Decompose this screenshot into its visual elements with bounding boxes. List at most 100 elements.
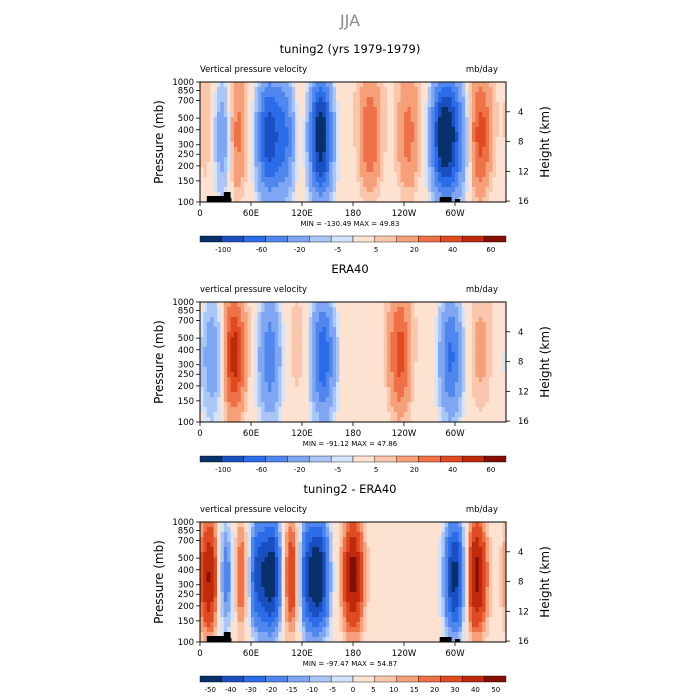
heatmap-cell: [251, 382, 255, 388]
heatmap-cell: [278, 347, 282, 353]
heatmap-cell: [468, 352, 473, 358]
heatmap-cell: [271, 162, 276, 168]
heatmap-cell: [438, 87, 442, 93]
heatmap-cell: [227, 607, 231, 613]
heatmap-cell: [431, 122, 435, 128]
heatmap-cell: [421, 337, 425, 343]
heatmap-cell: [448, 332, 452, 338]
heatmap-cell: [271, 302, 276, 308]
heatmap-cell: [240, 147, 245, 153]
heatmap-cell: [349, 82, 354, 88]
heatmap-cell: [234, 377, 238, 383]
heatmap-cell: [414, 132, 418, 138]
heatmap-cell: [305, 397, 310, 403]
heatmap-cell: [206, 407, 211, 413]
heatmap-cell: [363, 397, 367, 403]
heatmap-cell: [455, 92, 459, 98]
heatmap-cell: [458, 132, 463, 138]
heatmap-cell: [495, 197, 500, 203]
heatmap-cell: [247, 627, 252, 633]
heatmap-cell: [455, 377, 459, 383]
heatmap-cell: [342, 97, 347, 103]
heatmap-cell: [291, 87, 296, 93]
heatmap-cell: [213, 412, 218, 418]
heatmap-cell: [353, 327, 357, 333]
heatmap-cell: [421, 377, 425, 383]
heatmap-cell: [455, 367, 459, 373]
heatmap-cell: [370, 152, 374, 158]
heatmap-cell: [387, 342, 391, 348]
heatmap-cell: [206, 562, 211, 568]
heatmap-cell: [472, 332, 476, 338]
heatmap-cell: [373, 322, 378, 328]
heatmap-cell: [271, 562, 276, 568]
heatmap-cell: [230, 397, 235, 403]
heatmap-cell: [291, 377, 296, 383]
heatmap-cell: [261, 357, 265, 363]
heatmap-cell: [387, 122, 391, 128]
heatmap-cell: [397, 102, 401, 108]
heatmap-cell: [468, 167, 473, 173]
heatmap-cell: [353, 312, 357, 318]
heatmap-cell: [230, 137, 235, 143]
heatmap-cell: [285, 412, 289, 418]
heatmap-cell: [434, 307, 439, 313]
heatmap-cell: [451, 152, 456, 158]
heatmap-cell: [308, 142, 313, 148]
heatmap-cell: [261, 307, 265, 313]
heatmap-cell: [264, 197, 269, 203]
heatmap-cell: [302, 397, 306, 403]
heatmap-cell: [244, 632, 248, 638]
heatmap-cell: [244, 407, 248, 413]
heatmap-cell: [441, 112, 446, 118]
heatmap-cell: [234, 567, 238, 573]
heatmap-cell: [410, 137, 415, 143]
heatmap-cell: [271, 567, 276, 573]
heatmap-cell: [281, 307, 286, 313]
heatmap-cell: [319, 342, 323, 348]
heatmap-cell: [380, 187, 384, 193]
heatmap-cell: [325, 382, 330, 388]
heatmap-cell: [404, 362, 408, 368]
heatmap-cell: [257, 187, 262, 193]
heatmap-cell: [383, 167, 388, 173]
heatmap-cell: [380, 342, 384, 348]
heatmap-cell: [383, 182, 388, 188]
heatmap-cell: [281, 107, 286, 113]
heatmap-cell: [308, 97, 313, 103]
heatmap-cell: [200, 327, 204, 333]
heatmap-cell: [251, 607, 255, 613]
heatmap-cell: [257, 417, 262, 423]
heatmap-cell: [227, 172, 231, 178]
heatmap-cell: [278, 357, 282, 363]
heatmap-cell: [414, 92, 418, 98]
heatmap-cell: [220, 327, 225, 333]
heatmap-cell: [329, 347, 333, 353]
heatmap-cell: [495, 362, 500, 368]
heatmap-cell: [281, 312, 286, 318]
heatmap-cell: [247, 317, 252, 323]
heatmap-cell: [230, 87, 235, 93]
heatmap-cell: [472, 377, 476, 383]
heatmap-cell: [268, 157, 272, 163]
heatmap-cell: [421, 197, 425, 203]
heatmap-cell: [319, 367, 323, 373]
heatmap-cell: [213, 317, 218, 323]
heatmap-cell: [329, 162, 333, 168]
heatmap-cell: [492, 347, 497, 353]
heatmap-cell: [329, 147, 333, 153]
heatmap-cell: [380, 157, 384, 163]
heatmap-cell: [336, 407, 340, 413]
heatmap-cell: [203, 367, 208, 373]
heatmap-cell: [288, 142, 293, 148]
heatmap-cell: [227, 347, 231, 353]
heatmap-cell: [370, 167, 374, 173]
heatmap-cell: [203, 567, 208, 573]
heatmap-cell: [397, 302, 401, 308]
heatmap-cell: [223, 572, 228, 578]
heatmap-cell: [247, 412, 252, 418]
heatmap-cell: [393, 382, 398, 388]
heatmap-cell: [390, 402, 395, 408]
heatmap-cell: [227, 337, 231, 343]
heatmap-cell: [315, 192, 320, 198]
